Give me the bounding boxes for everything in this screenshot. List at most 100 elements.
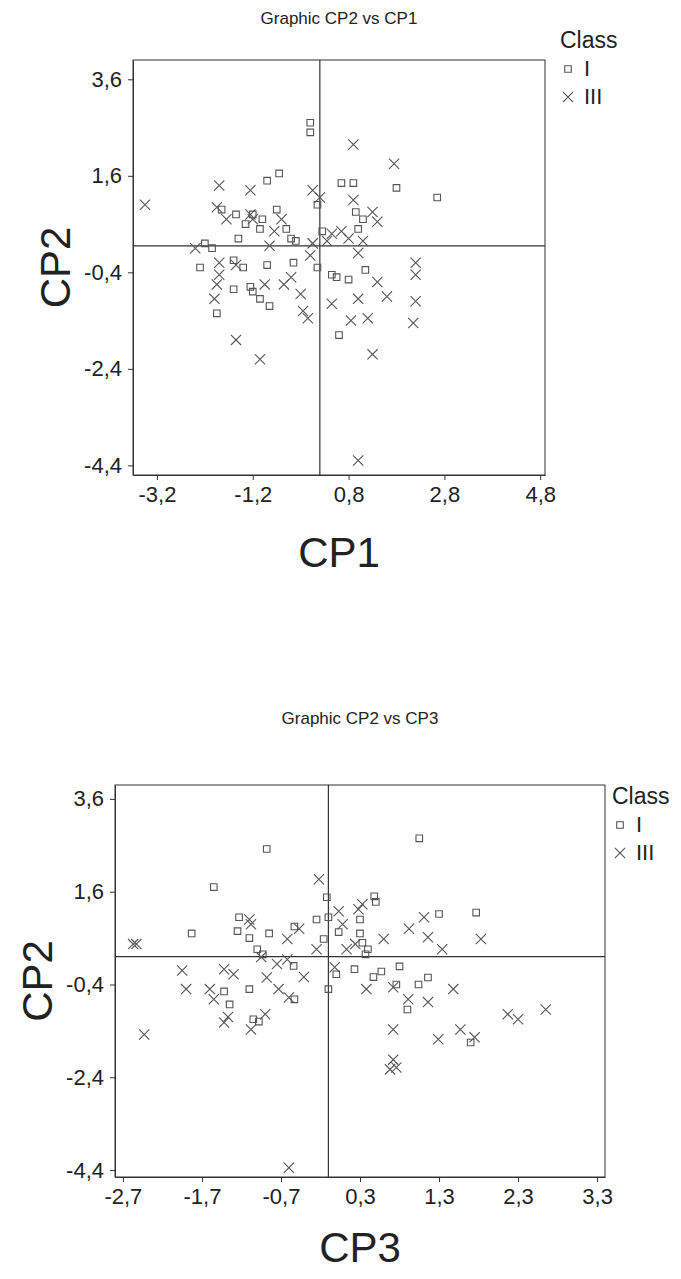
- y-tick-label: -4,4: [66, 1158, 104, 1183]
- y-tick-mark: [128, 272, 133, 273]
- point: [411, 258, 421, 268]
- x-tick: 0,8: [334, 475, 365, 507]
- x-tick: -1,2: [234, 475, 272, 507]
- point: [263, 846, 270, 853]
- point: [266, 930, 273, 937]
- x-tick-mark: [444, 475, 445, 480]
- point: [411, 296, 421, 306]
- y-tick: -0,4: [84, 260, 133, 285]
- x-tick: -1,7: [183, 1177, 221, 1209]
- point: [284, 992, 294, 1002]
- point: [513, 1014, 523, 1024]
- point: [325, 914, 332, 921]
- point: [350, 939, 360, 949]
- point: [313, 916, 320, 923]
- point: [257, 296, 264, 303]
- point: [272, 959, 282, 969]
- x-tick-mark: [281, 1177, 282, 1182]
- point: [212, 279, 222, 289]
- point: [296, 289, 306, 299]
- point: [337, 919, 347, 929]
- point: [370, 974, 377, 981]
- y-tick-label: -2,4: [66, 1065, 104, 1090]
- point: [255, 354, 265, 364]
- y-tick-mark: [110, 892, 115, 893]
- point: [231, 335, 241, 345]
- point: [246, 1024, 256, 1034]
- y-tick-mark: [110, 799, 115, 800]
- y-tick: 3,6: [91, 67, 133, 92]
- legend: ClassIIII: [612, 783, 670, 865]
- point: [231, 260, 241, 270]
- point: [269, 226, 279, 236]
- point: [353, 455, 363, 465]
- point: [350, 180, 357, 187]
- point: [325, 986, 332, 993]
- legend-marker: [615, 848, 625, 858]
- point: [273, 206, 280, 213]
- point: [322, 236, 332, 246]
- point: [433, 1034, 443, 1044]
- point: [234, 928, 241, 935]
- point: [404, 924, 414, 934]
- point: [209, 245, 216, 252]
- y-tick-label: -0,4: [66, 972, 104, 997]
- reference-line: [133, 245, 545, 246]
- y-tick-mark: [128, 369, 133, 370]
- point: [503, 1009, 513, 1019]
- y-tick-label: 1,6: [73, 879, 104, 904]
- point: [408, 318, 418, 328]
- y-tick-label: -4,4: [84, 453, 122, 478]
- point: [403, 994, 413, 1004]
- point: [248, 214, 258, 224]
- x-tick-mark: [157, 475, 158, 480]
- point: [434, 194, 441, 201]
- point: [382, 291, 392, 301]
- point: [425, 974, 432, 981]
- point: [188, 930, 195, 937]
- y-tick-label: -0,4: [84, 260, 122, 285]
- point: [303, 313, 313, 323]
- x-tick-label: -1,7: [183, 1184, 221, 1209]
- point: [448, 984, 458, 994]
- x-tick-mark: [518, 1177, 519, 1182]
- series: [140, 139, 421, 465]
- reference-line: [115, 956, 605, 957]
- x-tick: 2,8: [430, 475, 461, 507]
- point: [190, 243, 200, 253]
- point: [245, 185, 255, 195]
- x-axis-line: [134, 475, 546, 476]
- point: [266, 303, 273, 310]
- x-tick-mark: [597, 1177, 598, 1182]
- legend-label: I: [584, 56, 590, 81]
- point: [284, 1163, 294, 1173]
- x-tick-mark: [439, 1177, 440, 1182]
- point: [305, 250, 315, 260]
- point: [362, 267, 369, 274]
- point: [541, 1004, 551, 1014]
- y-axis-line: [115, 786, 116, 1178]
- point: [351, 966, 358, 973]
- x-tick: 4,8: [525, 475, 556, 507]
- point: [319, 228, 326, 235]
- point: [214, 270, 224, 280]
- x-tick-label: 4,8: [525, 482, 556, 507]
- point: [334, 906, 344, 916]
- x-axis: -2,7-1,7-0,70,31,32,33,3: [104, 1177, 612, 1209]
- legend-title: Class: [612, 783, 670, 809]
- point: [311, 944, 321, 954]
- point: [373, 899, 380, 906]
- point: [361, 984, 371, 994]
- point: [256, 1018, 263, 1025]
- point: [282, 934, 292, 944]
- x-tick: -2,7: [104, 1177, 142, 1209]
- point: [372, 217, 382, 227]
- point: [235, 235, 242, 242]
- legend-marker: [563, 92, 573, 102]
- x-tick-label: 3,3: [582, 1184, 613, 1209]
- series: [128, 874, 551, 1173]
- legend-title: Class: [560, 27, 618, 53]
- point: [388, 1055, 398, 1065]
- point: [233, 211, 240, 218]
- point: [247, 284, 254, 291]
